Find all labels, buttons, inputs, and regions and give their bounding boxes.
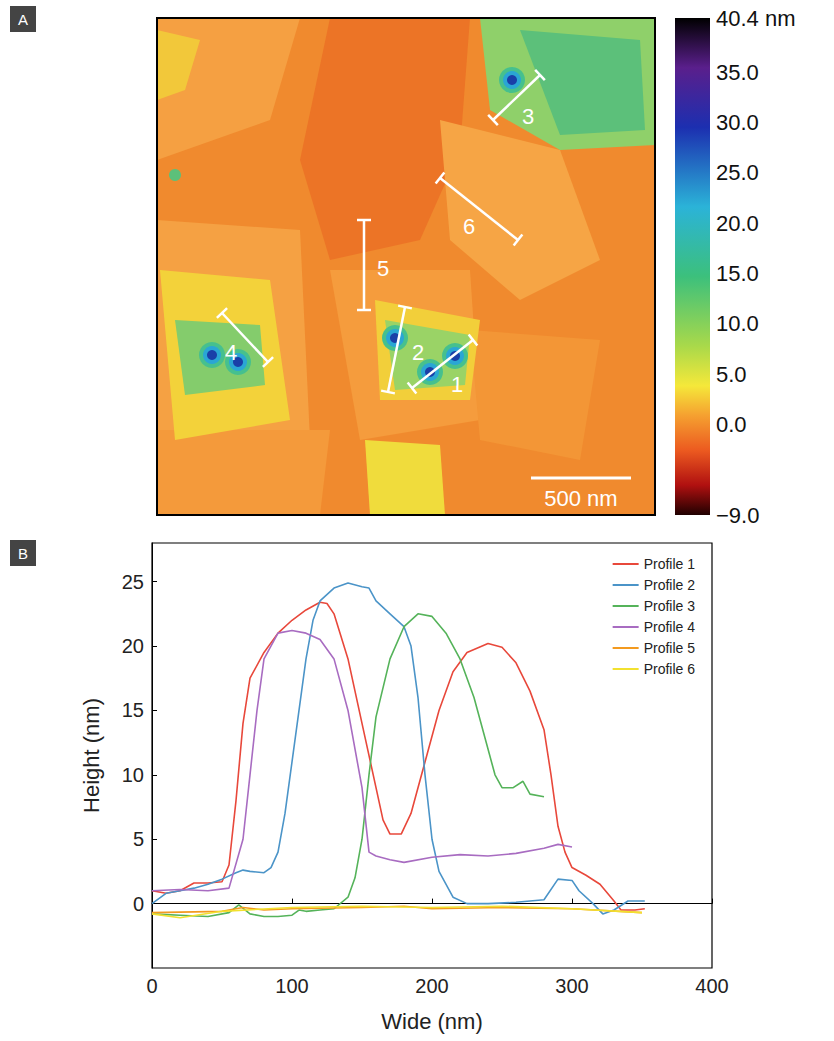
svg-text:4: 4	[225, 340, 237, 365]
svg-text:5: 5	[377, 256, 389, 281]
svg-text:30.0: 30.0	[716, 110, 759, 135]
svg-text:15.0: 15.0	[716, 261, 759, 286]
svg-text:500 nm: 500 nm	[544, 486, 617, 511]
svg-text:Profile 6: Profile 6	[644, 661, 696, 677]
svg-text:5.0: 5.0	[716, 362, 747, 387]
svg-text:2: 2	[412, 340, 424, 365]
svg-text:15: 15	[122, 699, 144, 721]
svg-text:0: 0	[133, 893, 144, 915]
svg-text:1: 1	[451, 372, 463, 397]
svg-text:5: 5	[133, 828, 144, 850]
svg-text:Height (nm): Height (nm)	[79, 698, 104, 813]
svg-text:0: 0	[146, 975, 157, 997]
svg-text:B: B	[18, 545, 28, 562]
svg-text:A: A	[18, 11, 28, 28]
svg-text:35.0: 35.0	[716, 60, 759, 85]
svg-text:0.0: 0.0	[716, 412, 747, 437]
svg-text:400: 400	[695, 975, 728, 997]
svg-text:10.0: 10.0	[716, 311, 759, 336]
svg-text:Profile 5: Profile 5	[644, 640, 696, 656]
svg-text:20.0: 20.0	[716, 211, 759, 236]
svg-text:Wide (nm): Wide (nm)	[381, 1009, 482, 1034]
svg-text:Profile 1: Profile 1	[644, 556, 696, 572]
svg-text:6: 6	[463, 214, 475, 239]
svg-text:300: 300	[555, 975, 588, 997]
svg-text:3: 3	[522, 104, 534, 129]
svg-text:20: 20	[122, 635, 144, 657]
svg-text:Profile 2: Profile 2	[644, 577, 696, 593]
svg-text:100: 100	[275, 975, 308, 997]
svg-text:25: 25	[122, 571, 144, 593]
svg-text:200: 200	[415, 975, 448, 997]
svg-text:−9.0: −9.0	[716, 503, 759, 528]
svg-text:40.4 nm: 40.4 nm	[716, 6, 796, 31]
svg-text:Profile 3: Profile 3	[644, 598, 696, 614]
svg-text:10: 10	[122, 764, 144, 786]
svg-text:25.0: 25.0	[716, 160, 759, 185]
svg-text:Profile 4: Profile 4	[644, 619, 696, 635]
